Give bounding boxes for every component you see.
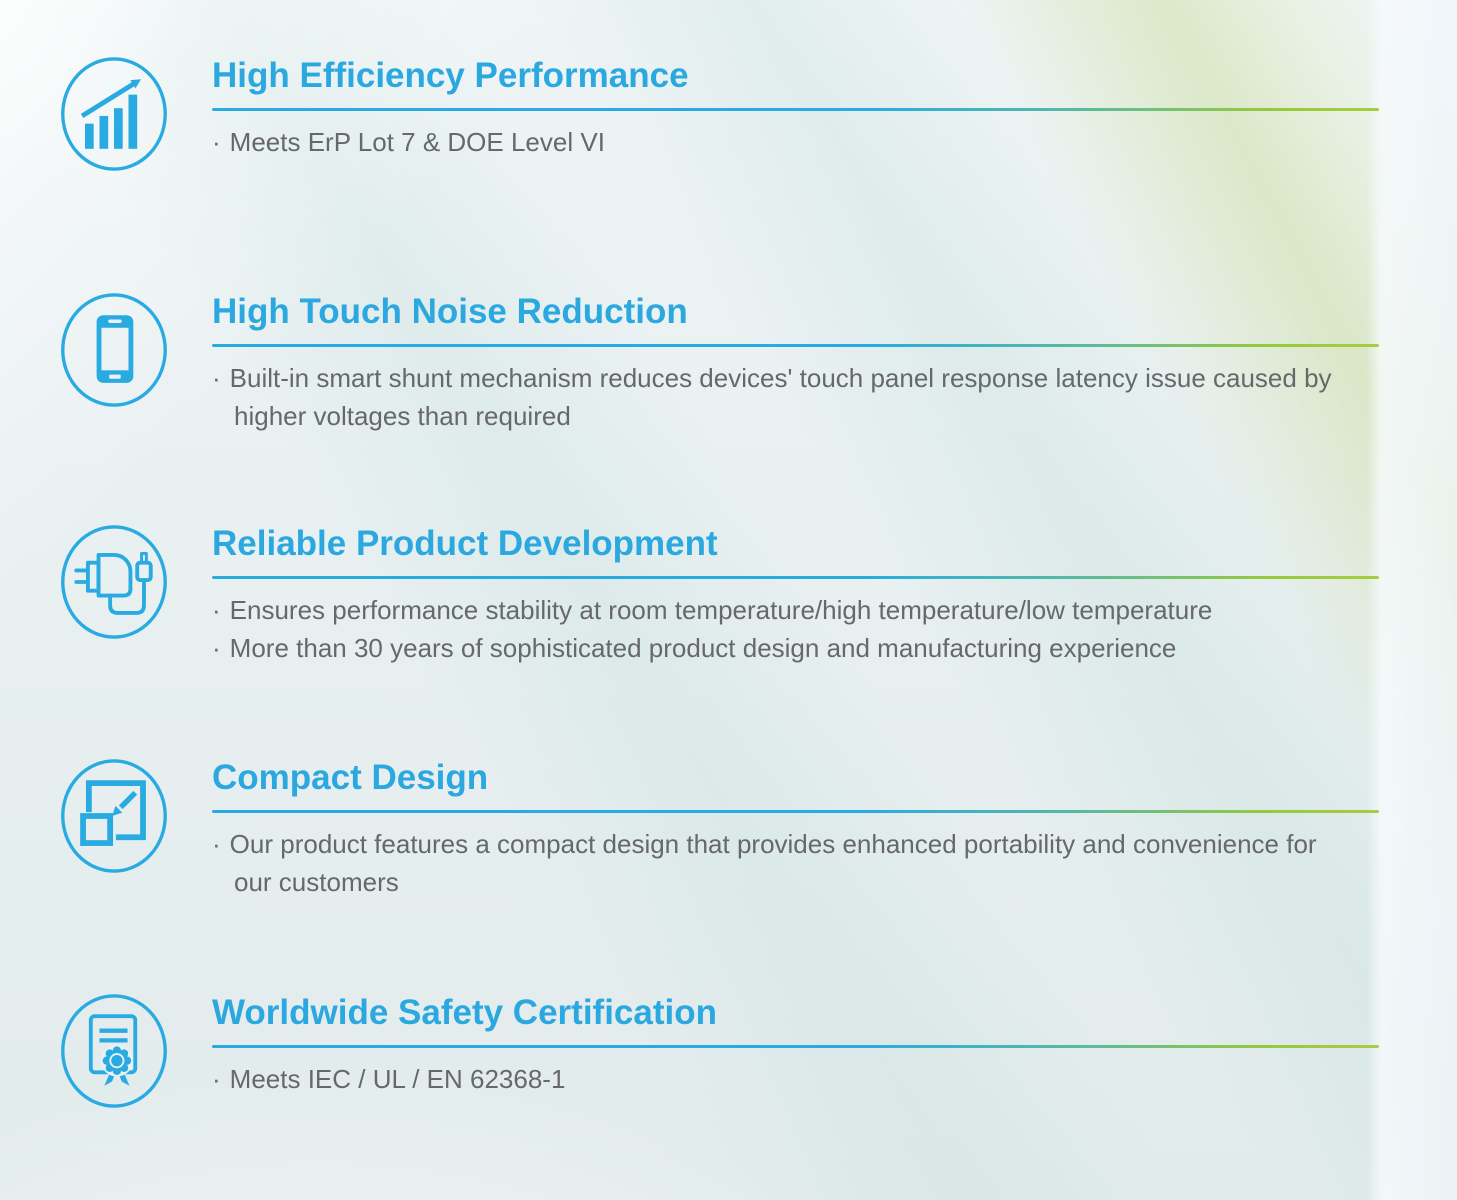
bullet-marker: · (212, 633, 221, 663)
certificate-icon (56, 991, 172, 1111)
bullet-item: · Meets IEC / UL / EN 62368-1 (212, 1060, 1422, 1098)
section-touch-noise: High Touch Noise Reduction · Built-in sma… (0, 290, 1457, 435)
bullet-marker: · (212, 829, 221, 859)
accent-divider (212, 1045, 1379, 1048)
bullet-text: Built-in smart shunt mechanism reduces d… (229, 363, 1332, 431)
section-title: High Touch Noise Reduction (212, 292, 688, 331)
bullet-marker: · (212, 363, 221, 393)
section-title: Worldwide Safety Certification (212, 993, 717, 1032)
section-title: Compact Design (212, 758, 489, 797)
section-title: Reliable Product Development (212, 524, 718, 563)
accent-divider (212, 810, 1379, 813)
feature-bullets: · Built-in smart shunt mechanism reduces … (212, 359, 1392, 435)
feature-bullets: · Meets IEC / UL / EN 62368-1 (212, 1060, 1422, 1098)
bullet-item: · Meets ErP Lot 7 & DOE Level VI (212, 123, 1422, 161)
section-high-efficiency: High Efficiency Performance · Meets ErP L… (0, 54, 1457, 171)
bullet-marker: · (212, 595, 221, 625)
section-reliable-development: Reliable Product Development · Ensures pe… (0, 522, 1457, 667)
bullet-text: Meets ErP Lot 7 & DOE Level VI (229, 127, 605, 157)
smartphone-icon (56, 290, 172, 410)
bullet-text: Meets IEC / UL / EN 62368-1 (229, 1064, 566, 1094)
accent-divider (212, 344, 1379, 347)
section-compact-design: Compact Design · Our product features a c… (0, 756, 1457, 901)
accent-divider (212, 108, 1379, 111)
bullet-item: · Built-in smart shunt mechanism reduces … (212, 359, 1392, 435)
bullet-item: · Our product features a compact design t… (212, 825, 1317, 901)
power-adapter-icon (56, 522, 172, 642)
bullet-text: Ensures performance stability at room te… (229, 595, 1213, 625)
feature-bullets: · Ensures performance stability at room t… (212, 591, 1422, 667)
bullet-text: Our product features a compact design th… (229, 829, 1317, 897)
growth-chart-icon (56, 54, 172, 174)
bullet-item: · Ensures performance stability at room t… (212, 591, 1422, 629)
bullet-item: · More than 30 years of sophisticated pro… (212, 629, 1422, 667)
compact-design-icon (56, 756, 172, 876)
bullet-marker: · (212, 127, 221, 157)
feature-bullets: · Meets ErP Lot 7 & DOE Level VI (212, 123, 1422, 161)
section-safety-certification: Worldwide Safety Certification · Meets IE… (0, 991, 1457, 1108)
section-title: High Efficiency Performance (212, 56, 689, 95)
bullet-text: More than 30 years of sophisticated prod… (229, 633, 1177, 663)
accent-divider (212, 576, 1379, 579)
feature-bullets: · Our product features a compact design t… (212, 825, 1317, 901)
bullet-marker: · (212, 1064, 221, 1094)
